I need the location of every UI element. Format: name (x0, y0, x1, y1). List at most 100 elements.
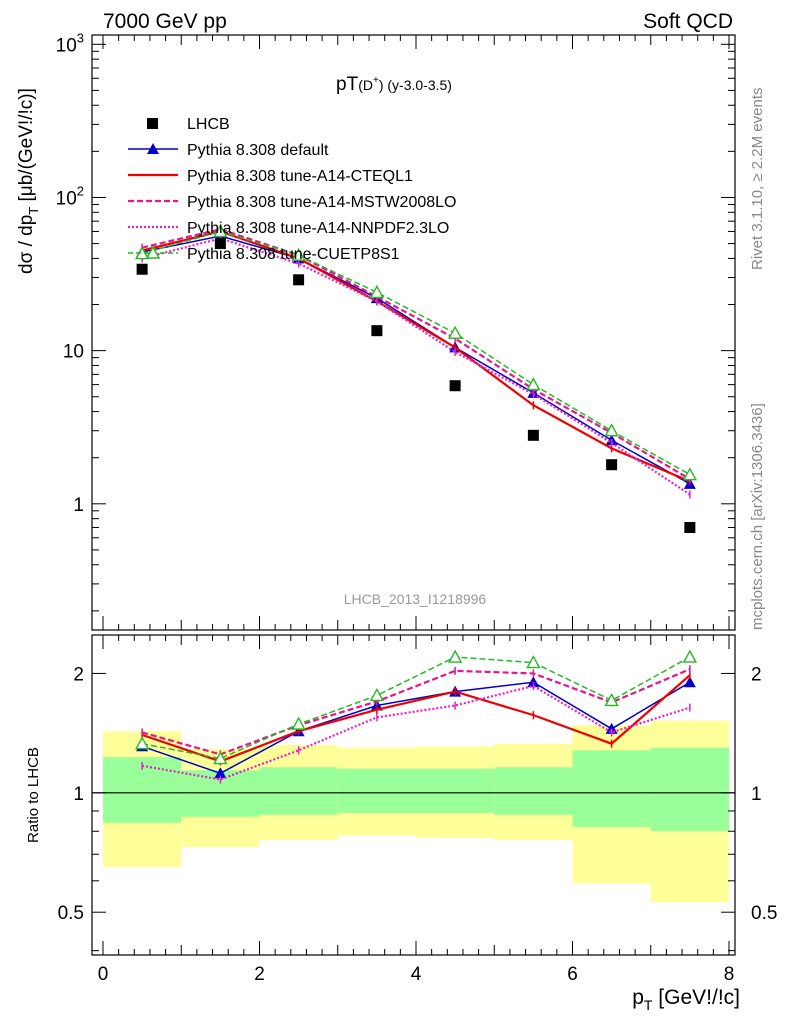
ylabel-sub: T (26, 207, 41, 215)
ratio-y-axis-label: Ratio to LHCB (25, 747, 42, 843)
main-series-nnpdf (141, 237, 691, 496)
x-tick-label: 4 (411, 964, 422, 985)
main-y-tick-label: 1 (73, 495, 84, 516)
ratio-series-mstw (141, 668, 691, 756)
x-tick-label: 2 (254, 964, 265, 985)
main-y-axis-label: dσ / dpT [μb/(GeV!/!c)] (16, 88, 41, 274)
ratio-band-inner (494, 767, 573, 815)
main-data-point-lhcb (136, 263, 148, 275)
main-point-cuetp (526, 377, 541, 391)
ratio-panel-frame (91, 634, 736, 956)
main-series-cuetp (141, 230, 691, 476)
main-data-point-lhcb (527, 429, 539, 441)
legend-nnpdf-label: Pythia 8.308 tune-A14-NNPDF2.3LO (187, 220, 449, 237)
main-y-tick-label: 103 (56, 30, 84, 56)
ylabel-rest: [μb/(GeV!/!c)] (16, 88, 37, 207)
main-y-tick-label: 102 (56, 183, 84, 209)
legend-cuetp-marker (145, 245, 161, 259)
legend-entry-cteql1: Pythia 8.308 tune-A14-CTEQL1 (128, 168, 413, 185)
ratio-point-cuetp (682, 649, 698, 663)
ratio-point-default (214, 767, 227, 779)
legend-lhcb-marker (147, 118, 158, 129)
main-panel-title: pT(D+) (y-3.0-3.5) (336, 74, 452, 95)
title-rest: (y-3.0-3.5) (383, 77, 451, 93)
ratio-point-cuetp (134, 736, 150, 750)
main-panel-marks (134, 223, 698, 534)
ratio-point-cuetp (447, 649, 463, 663)
ratio-point-cuetp (526, 655, 541, 669)
ratio-series-cteql1 (141, 674, 691, 763)
legend-entry-cuetp: Pythia 8.308 tune-CUETP8S1 (128, 245, 400, 263)
main-data-point-lhcb (214, 238, 226, 250)
main-panel-frame (91, 34, 736, 631)
legend-mstw-label: Pythia 8.308 tune-A14-MSTW2008LO (187, 194, 456, 211)
ratio-point-default (683, 676, 696, 688)
title-close: ) (379, 77, 384, 93)
ratio-point-cuetp (604, 692, 619, 707)
legend-entry-mstw: Pythia 8.308 tune-A14-MSTW2008LO (128, 194, 456, 211)
analysis-watermark: LHCB_2013_I1218996 (344, 591, 487, 607)
main-point-cuetp (291, 247, 306, 261)
main-point-cuetp (682, 467, 698, 481)
ratio-band-inner (416, 768, 495, 813)
ratio-point-cuetp (369, 687, 385, 702)
ratio-series-cuetp (141, 656, 691, 760)
ratio-y-tick-label-left: 2 (73, 664, 84, 685)
main-series-mstw (141, 228, 691, 481)
legend-entry-default: Pythia 8.308 default (128, 142, 329, 159)
x-tick-label: 0 (98, 964, 109, 985)
main-point-cuetp (604, 423, 619, 437)
main-data-point-lhcb (293, 274, 305, 286)
ratio-panel-ticks: 0.5 0.5 1 1 2 2 0 2 4 6 8 (58, 635, 777, 985)
x-tick-label: 6 (567, 964, 578, 985)
ratio-series-default (141, 681, 691, 775)
x-axis-label: pT [GeV!/!c] (632, 986, 740, 1013)
legend-lhcb-label: LHCB (187, 116, 230, 133)
ratio-y-tick-label-left: 1 (73, 784, 84, 805)
ratio-band-inner (650, 747, 729, 832)
main-panel-ticks: 1 10 102 103 (56, 30, 735, 630)
legend-cteql1-label: Pythia 8.308 tune-A14-CTEQL1 (187, 168, 413, 185)
ratio-band-inner (337, 768, 416, 813)
legend-cuetp-label: Pythia 8.308 tune-CUETP8S1 (187, 246, 400, 263)
xlabel-rest: [GeV!/!c] (652, 986, 740, 1009)
main-panel: 1 10 102 103 pT(D+) (y-3.0-3.5) dσ / dpT [μ… (16, 30, 736, 631)
rivet-version-label: Rivet 3.1.10, ≥ 2.2M events (749, 88, 766, 271)
ratio-panel: 0.5 0.5 1 1 2 2 0 2 4 6 8 Ratio to LHCB pT [GeV!/!… (25, 634, 777, 1013)
main-data-point-lhcb (449, 380, 461, 392)
legend-entry-lhcb: LHCB (147, 116, 230, 133)
legend-default-label: Pythia 8.308 default (187, 142, 329, 159)
xlabel-main: p (632, 986, 644, 1009)
title-main: pT (336, 74, 359, 95)
main-point-cuetp (213, 223, 228, 238)
main-series-default (141, 235, 691, 485)
x-tick-label: 8 (724, 964, 735, 985)
main-data-point-lhcb (606, 459, 618, 471)
header-right-label: Soft QCD (643, 10, 733, 33)
ratio-point-default (527, 676, 540, 688)
header-left-label: 7000 GeV pp (103, 10, 227, 33)
ratio-y-tick-label-right: 2 (751, 664, 762, 685)
main-point-cuetp (447, 325, 463, 339)
ylabel-main: dσ / dp (16, 215, 37, 274)
main-y-tick-label: 10 (63, 342, 84, 363)
title-sub: (D (358, 77, 373, 93)
ratio-band-inner (572, 750, 651, 828)
title-sup: + (373, 75, 379, 86)
ratio-panel-marks (134, 649, 698, 784)
ratio-y-tick-label-right: 1 (751, 784, 762, 805)
main-data-point-lhcb (684, 522, 696, 534)
main-point-cuetp (369, 284, 385, 299)
legend-entry-nnpdf: Pythia 8.308 tune-A14-NNPDF2.3LO (128, 220, 449, 237)
legend: LHCB Pythia 8.308 default Pythia 8.308 t… (128, 116, 456, 263)
ratio-band-inner (259, 767, 338, 815)
legend-default-marker (147, 143, 159, 154)
xlabel-sub: T (644, 997, 653, 1013)
ratio-point-cuetp (213, 751, 228, 765)
main-data-point-lhcb (371, 325, 383, 337)
ratio-y-tick-label-right: 0.5 (751, 903, 777, 924)
ratio-series-nnpdf (141, 684, 691, 781)
ratio-y-tick-label-left: 0.5 (58, 903, 84, 924)
ratio-point-cuetp (291, 716, 306, 730)
